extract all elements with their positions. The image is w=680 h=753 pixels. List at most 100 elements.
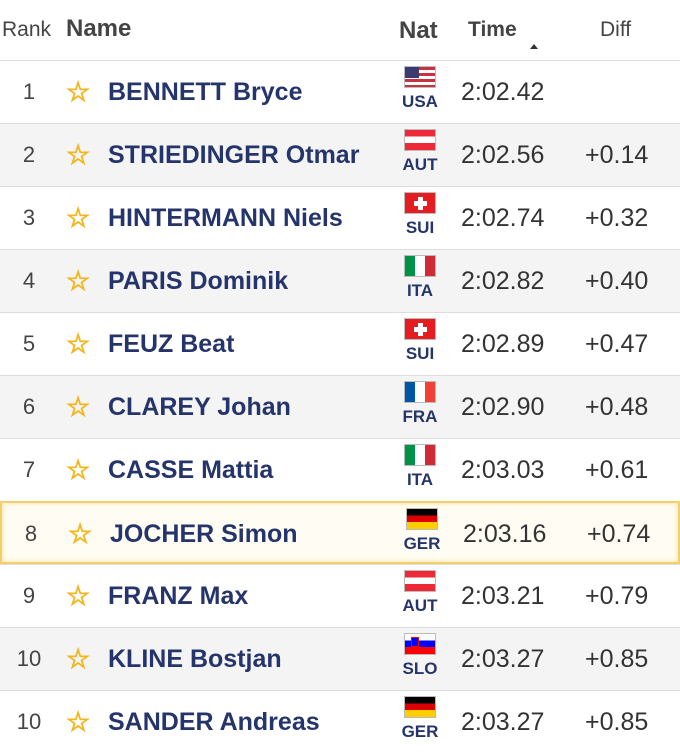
star-icon[interactable]: ☆ <box>65 455 91 486</box>
ger-flag-icon <box>406 508 438 530</box>
table-row[interactable]: 1 ☆ BENNETT Bryce USA 2:02.42 <box>0 60 680 123</box>
aut-flag-icon <box>404 570 436 592</box>
ita-flag-icon <box>404 255 436 277</box>
athlete-name-link[interactable]: PARIS Dominik <box>108 267 289 295</box>
athlete-name-link[interactable]: BENNETT Bryce <box>108 78 303 106</box>
diff-cell: +0.14 <box>585 141 649 169</box>
column-header-time[interactable]: Time <box>468 18 517 41</box>
sui-flag-icon <box>404 192 436 214</box>
time-cell: 2:03.27 <box>461 708 545 736</box>
aut-flag-icon <box>404 129 436 151</box>
nation-code: AUT <box>402 155 438 174</box>
athlete-name-link[interactable]: CLAREY Johan <box>108 393 291 421</box>
column-header-name[interactable]: Name <box>66 15 132 42</box>
diff-cell: +0.61 <box>585 456 649 484</box>
nation-cell: ITA <box>397 255 443 309</box>
time-cell: 2:02.82 <box>461 267 545 295</box>
time-cell: 2:03.16 <box>463 520 547 548</box>
table-row[interactable]: 2 ☆ STRIEDINGER Otmar AUT 2:02.56 +0.14 <box>0 123 680 186</box>
athlete-name-link[interactable]: FEUZ Beat <box>108 330 235 358</box>
time-cell: 2:02.89 <box>461 330 545 358</box>
table-row[interactable]: 8 ☆ JOCHER Simon GER 2:03.16 +0.74 <box>0 501 680 564</box>
diff-cell: +0.74 <box>587 520 651 548</box>
nation-code: SLO <box>402 659 438 678</box>
ger-flag-icon <box>404 696 436 718</box>
ita-flag-icon <box>404 444 436 466</box>
table-row[interactable]: 7 ☆ CASSE Mattia ITA 2:03.03 +0.61 <box>0 438 680 501</box>
nation-cell: FRA <box>397 381 443 435</box>
column-header-nat[interactable]: Nat <box>399 17 438 44</box>
diff-cell: +0.48 <box>585 393 649 421</box>
usa-flag-icon <box>404 66 436 88</box>
rank-cell: 9 <box>22 583 36 608</box>
time-cell: 2:02.42 <box>461 78 545 106</box>
nation-code: USA <box>402 92 438 111</box>
nation-code: ITA <box>406 281 434 300</box>
slo-flag-icon <box>404 633 436 655</box>
rank-cell: 6 <box>22 394 36 419</box>
rank-cell: 10 <box>16 646 42 671</box>
column-header-rank[interactable]: Rank <box>2 18 52 41</box>
nation-cell: SUI <box>397 192 443 246</box>
nation-cell: SLO <box>397 633 443 687</box>
table-row[interactable]: 4 ☆ PARIS Dominik ITA 2:02.82 +0.40 <box>0 249 680 312</box>
time-cell: 2:02.56 <box>461 141 545 169</box>
table-row[interactable]: 10 ☆ SANDER Andreas GER 2:03.27 +0.85 <box>0 690 680 753</box>
athlete-name-link[interactable]: KLINE Bostjan <box>108 645 282 673</box>
rank-cell: 4 <box>22 268 36 293</box>
table-row[interactable]: 6 ☆ CLAREY Johan FRA 2:02.90 +0.48 <box>0 375 680 438</box>
table-row[interactable]: 3 ☆ HINTERMANN Niels SUI 2:02.74 +0.32 <box>0 186 680 249</box>
time-cell: 2:03.27 <box>461 645 545 673</box>
table-row[interactable]: 5 ☆ FEUZ Beat SUI 2:02.89 +0.47 <box>0 312 680 375</box>
time-cell: 2:03.21 <box>461 582 545 610</box>
sort-ascending-icon[interactable] <box>530 44 538 49</box>
nation-cell: GER <box>397 696 443 750</box>
star-icon[interactable]: ☆ <box>65 581 91 612</box>
time-cell: 2:03.03 <box>461 456 545 484</box>
athlete-name-link[interactable]: FRANZ Max <box>108 582 249 610</box>
column-header-diff[interactable]: Diff <box>600 18 632 41</box>
nation-code: GER <box>401 722 439 741</box>
star-icon[interactable]: ☆ <box>65 392 91 423</box>
nation-code: AUT <box>402 596 438 615</box>
athlete-name-link[interactable]: STRIEDINGER Otmar <box>108 141 360 169</box>
rank-cell: 8 <box>24 521 38 546</box>
rank-cell: 7 <box>22 457 36 482</box>
athlete-name-link[interactable]: JOCHER Simon <box>110 520 298 548</box>
sui-flag-icon <box>404 318 436 340</box>
rank-cell: 1 <box>22 79 36 104</box>
star-icon[interactable]: ☆ <box>65 644 91 675</box>
star-icon[interactable]: ☆ <box>65 707 91 738</box>
rank-cell: 2 <box>22 142 36 167</box>
time-cell: 2:02.74 <box>461 204 545 232</box>
nation-cell: GER <box>399 508 445 562</box>
diff-cell: +0.40 <box>585 267 649 295</box>
nation-cell: USA <box>397 66 443 120</box>
nation-code: GER <box>403 534 441 553</box>
star-icon[interactable]: ☆ <box>67 519 93 550</box>
star-icon[interactable]: ☆ <box>65 329 91 360</box>
nation-code: FRA <box>402 407 438 426</box>
rank-cell: 10 <box>16 709 42 734</box>
athlete-name-link[interactable]: HINTERMANN Niels <box>108 204 343 232</box>
athlete-name-link[interactable]: SANDER Andreas <box>108 708 320 736</box>
star-icon[interactable]: ☆ <box>65 77 91 108</box>
table-row[interactable]: 9 ☆ FRANZ Max AUT 2:03.21 +0.79 <box>0 564 680 627</box>
nation-cell: SUI <box>397 318 443 372</box>
diff-cell: +0.47 <box>585 330 649 358</box>
table-row[interactable]: 10 ☆ KLINE Bostjan SLO 2:03.27 +0.85 <box>0 627 680 690</box>
athlete-name-link[interactable]: CASSE Mattia <box>108 456 274 484</box>
rank-cell: 5 <box>22 331 36 356</box>
nation-cell: AUT <box>397 129 443 183</box>
nation-code: SUI <box>405 218 435 237</box>
rank-cell: 3 <box>22 205 36 230</box>
time-cell: 2:02.90 <box>461 393 545 421</box>
nation-code: SUI <box>405 344 435 363</box>
nation-cell: ITA <box>397 444 443 498</box>
diff-cell: +0.79 <box>585 582 649 610</box>
results-table-body: 1 ☆ BENNETT Bryce USA 2:02.42 2 ☆ STRIEDINGER O… <box>0 60 680 753</box>
star-icon[interactable]: ☆ <box>65 266 91 297</box>
star-icon[interactable]: ☆ <box>65 203 91 234</box>
diff-cell: +0.85 <box>585 708 649 736</box>
star-icon[interactable]: ☆ <box>65 140 91 171</box>
